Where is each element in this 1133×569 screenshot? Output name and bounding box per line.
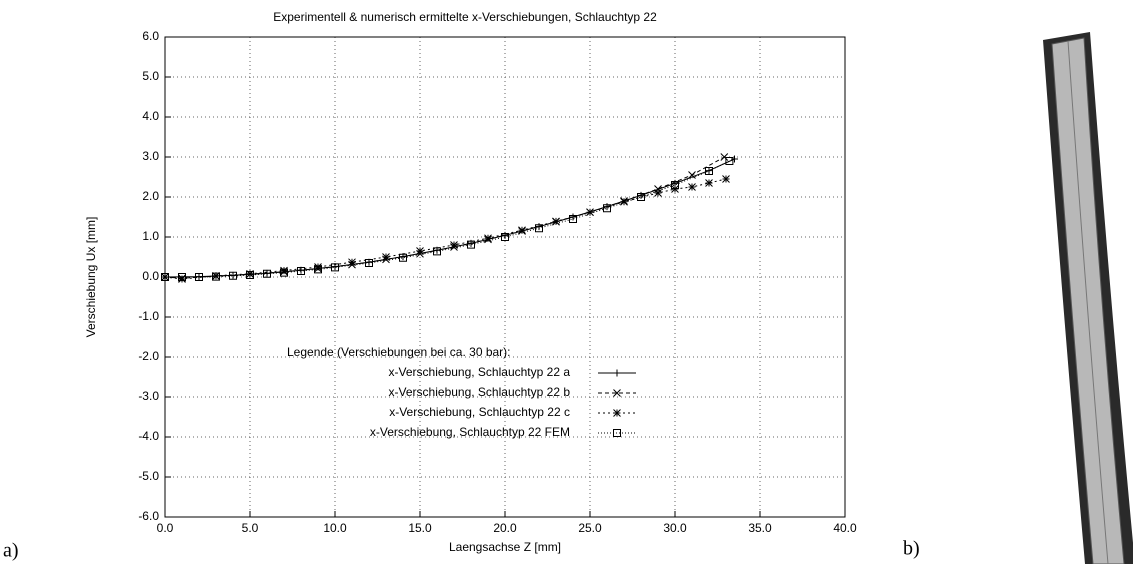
legend-marker (614, 370, 621, 377)
y-tick-label: 3.0 (142, 149, 159, 163)
marker (655, 190, 662, 197)
legend-label: x-Verschiebung, Schlauchtyp 22 a (389, 365, 571, 379)
legend-label: x-Verschiebung, Schlauchtyp 22 FEM (370, 425, 570, 439)
y-tick-label: 0.0 (142, 269, 159, 283)
x-tick-label: 10.0 (323, 521, 347, 535)
marker (731, 156, 738, 163)
chart: Experimentell & numerisch ermittelte x-V… (0, 0, 1133, 564)
marker (723, 176, 730, 183)
y-tick-label: -5.0 (138, 469, 159, 483)
marker (485, 235, 492, 242)
panel-label: a) (3, 540, 19, 562)
x-tick-label: 35.0 (748, 521, 772, 535)
y-tick-label: 2.0 (142, 189, 159, 203)
marker (281, 267, 288, 274)
x-tick-label: 25.0 (578, 521, 602, 535)
x-tick-label: 20.0 (493, 521, 517, 535)
marker (706, 180, 713, 187)
hose-image (1043, 32, 1133, 564)
y-tick-label: 6.0 (142, 29, 159, 43)
marker (621, 198, 628, 205)
panel-label: b) (903, 538, 920, 560)
y-tick-label: 5.0 (142, 69, 159, 83)
legend-label: x-Verschiebung, Schlauchtyp 22 b (389, 385, 571, 399)
x-tick-label: 5.0 (242, 521, 259, 535)
series-line (165, 157, 724, 278)
marker (706, 167, 713, 174)
page: Experimentell & numerisch ermittelte x-V… (0, 0, 1133, 569)
x-tick-label: 30.0 (663, 521, 687, 535)
series-line (165, 161, 729, 277)
y-tick-label: 4.0 (142, 109, 159, 123)
y-tick-label: -4.0 (138, 429, 159, 443)
legend-label: x-Verschiebung, Schlauchtyp 22 c (389, 405, 570, 419)
legend-title: Legende (Verschiebungen bei ca. 30 bar): (287, 345, 511, 359)
y-tick-label: -1.0 (138, 309, 159, 323)
y-tick-label: -2.0 (138, 349, 159, 363)
y-tick-label: 1.0 (142, 229, 159, 243)
marker (689, 184, 696, 191)
marker (417, 248, 424, 255)
marker (383, 254, 390, 261)
x-axis-label: Laengsachse Z [mm] (449, 540, 561, 554)
legend-marker (614, 410, 621, 417)
y-tick-label: -3.0 (138, 389, 159, 403)
marker (451, 242, 458, 249)
marker (587, 209, 594, 216)
marker (349, 259, 356, 266)
y-axis-label: Verschiebung Ux [mm] (84, 217, 98, 338)
marker (179, 276, 186, 283)
x-tick-label: 40.0 (833, 521, 857, 535)
x-tick-label: 15.0 (408, 521, 432, 535)
x-tick-label: 0.0 (157, 521, 174, 535)
chart-title: Experimentell & numerisch ermittelte x-V… (273, 10, 657, 24)
